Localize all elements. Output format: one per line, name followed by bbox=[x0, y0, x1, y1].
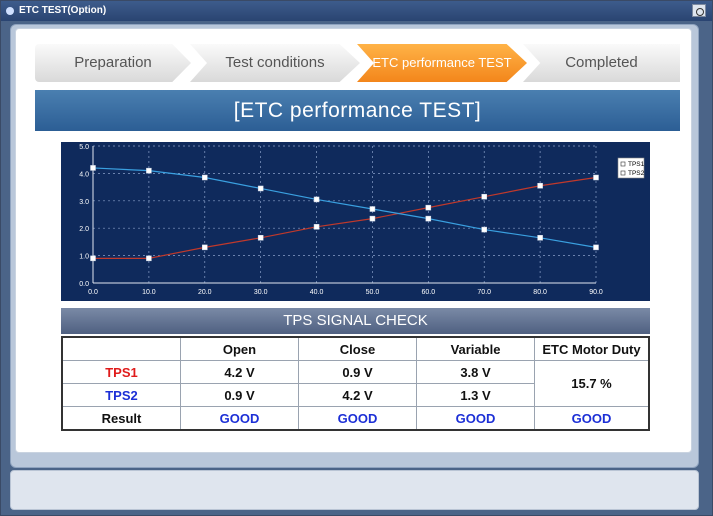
y-tick-label: 5.0 bbox=[79, 144, 89, 151]
data-point-tps1 bbox=[593, 174, 599, 181]
x-tick-label: 50.0 bbox=[366, 289, 380, 296]
table-header-row: Open Close Variable ETC Motor Duty bbox=[61, 336, 650, 361]
y-tick-label: 0.0 bbox=[79, 281, 89, 288]
tps1-open: 4.2 V bbox=[180, 360, 299, 384]
legend-label-tps2: TPS2 bbox=[628, 170, 645, 177]
legend-marker-tps2 bbox=[620, 170, 626, 176]
x-tick-label: 20.0 bbox=[198, 289, 212, 296]
section-title: [ETC performance TEST] bbox=[35, 90, 680, 131]
tps2-label: TPS2 bbox=[61, 383, 181, 407]
x-tick-label: 90.0 bbox=[589, 289, 603, 296]
data-point-tps1 bbox=[146, 255, 152, 262]
legend-marker-tps1 bbox=[620, 161, 626, 167]
data-point-tps2 bbox=[257, 185, 264, 192]
app-icon bbox=[6, 7, 14, 15]
footer-bar bbox=[10, 470, 699, 510]
x-tick-label: 10.0 bbox=[142, 289, 156, 296]
step-etc-performance-test: ETC performance TEST bbox=[357, 44, 527, 82]
tps1-variable: 3.8 V bbox=[416, 360, 535, 384]
data-point-tps2 bbox=[425, 215, 432, 222]
data-point-tps1 bbox=[537, 182, 543, 189]
table-row-result: Result GOOD GOOD GOOD GOOD bbox=[61, 406, 650, 431]
x-tick-label: 40.0 bbox=[310, 289, 324, 296]
data-point-tps2 bbox=[481, 226, 487, 233]
tps-chart: 0.0 1.0 2.0 3.0 4.0 5.0 0.0 10.0 20.0 30.0 40.0 50.… bbox=[61, 142, 650, 301]
result-open: GOOD bbox=[180, 406, 299, 431]
window-title: ETC TEST(Option) bbox=[19, 5, 107, 16]
header-etc-motor-duty: ETC Motor Duty bbox=[534, 336, 650, 361]
result-variable: GOOD bbox=[416, 406, 535, 431]
table-row-tps1: TPS1 4.2 V 0.9 V 3.8 V 15.7 % bbox=[61, 360, 650, 407]
title-bar: ETC TEST(Option) bbox=[1, 1, 712, 21]
series-line-tps2 bbox=[92, 167, 597, 248]
data-point-tps1 bbox=[257, 235, 264, 241]
camera-icon[interactable] bbox=[692, 4, 706, 17]
x-tick-label: 80.0 bbox=[533, 289, 547, 296]
x-tick-label: 60.0 bbox=[422, 289, 436, 296]
data-point-tps1 bbox=[425, 204, 432, 211]
result-label: Result bbox=[61, 406, 181, 431]
y-tick-label: 2.0 bbox=[79, 226, 89, 233]
data-point-tps2 bbox=[593, 244, 599, 251]
tps-signal-check-title: TPS SIGNAL CHECK bbox=[61, 308, 650, 334]
data-point-tps2 bbox=[369, 206, 376, 212]
y-tick-label: 3.0 bbox=[79, 199, 89, 206]
tps1-close: 0.9 V bbox=[298, 360, 417, 384]
tps1-label: TPS1 bbox=[61, 360, 181, 384]
step-preparation: Preparation bbox=[35, 44, 191, 82]
etc-motor-duty-value: 15.7 % bbox=[534, 360, 650, 407]
y-tick-label: 1.0 bbox=[79, 254, 89, 261]
data-point-tps2 bbox=[90, 165, 96, 171]
data-point-tps2 bbox=[313, 196, 320, 203]
data-point-tps2 bbox=[146, 167, 152, 174]
legend-label-tps1: TPS1 bbox=[628, 161, 645, 168]
data-point-tps1 bbox=[481, 193, 487, 200]
y-tick-label: 4.0 bbox=[79, 171, 89, 178]
tps2-open: 0.9 V bbox=[180, 383, 299, 407]
data-point-tps2 bbox=[202, 174, 208, 181]
x-tick-label: 70.0 bbox=[477, 289, 491, 296]
series-line-tps1 bbox=[93, 176, 597, 259]
header-open: Open bbox=[180, 336, 299, 361]
data-point-tps1 bbox=[313, 224, 320, 230]
step-test-conditions: Test conditions bbox=[190, 44, 360, 82]
data-point-tps1 bbox=[90, 255, 96, 262]
data-point-tps1 bbox=[369, 215, 376, 222]
data-point-tps1 bbox=[202, 244, 208, 251]
header-variable: Variable bbox=[416, 336, 535, 361]
table-row-tps2: TPS2 0.9 V 4.2 V 1.3 V bbox=[61, 383, 649, 407]
x-tick-label: 0.0 bbox=[88, 289, 98, 296]
result-close: GOOD bbox=[298, 406, 417, 431]
result-duty: GOOD bbox=[534, 406, 650, 431]
header-blank bbox=[61, 336, 181, 361]
data-point-tps2 bbox=[537, 235, 543, 241]
header-close: Close bbox=[298, 336, 417, 361]
step-completed: Completed bbox=[523, 44, 680, 82]
tps-chart-svg: 0.0 1.0 2.0 3.0 4.0 5.0 0.0 10.0 20.0 30.0 40.0 50.… bbox=[61, 142, 650, 301]
tps2-variable: 1.3 V bbox=[416, 383, 535, 407]
tps-signal-table: Open Close Variable ETC Motor Duty TPS1 … bbox=[61, 336, 650, 431]
x-tick-label: 30.0 bbox=[254, 289, 268, 296]
tps2-close: 4.2 V bbox=[298, 383, 417, 407]
